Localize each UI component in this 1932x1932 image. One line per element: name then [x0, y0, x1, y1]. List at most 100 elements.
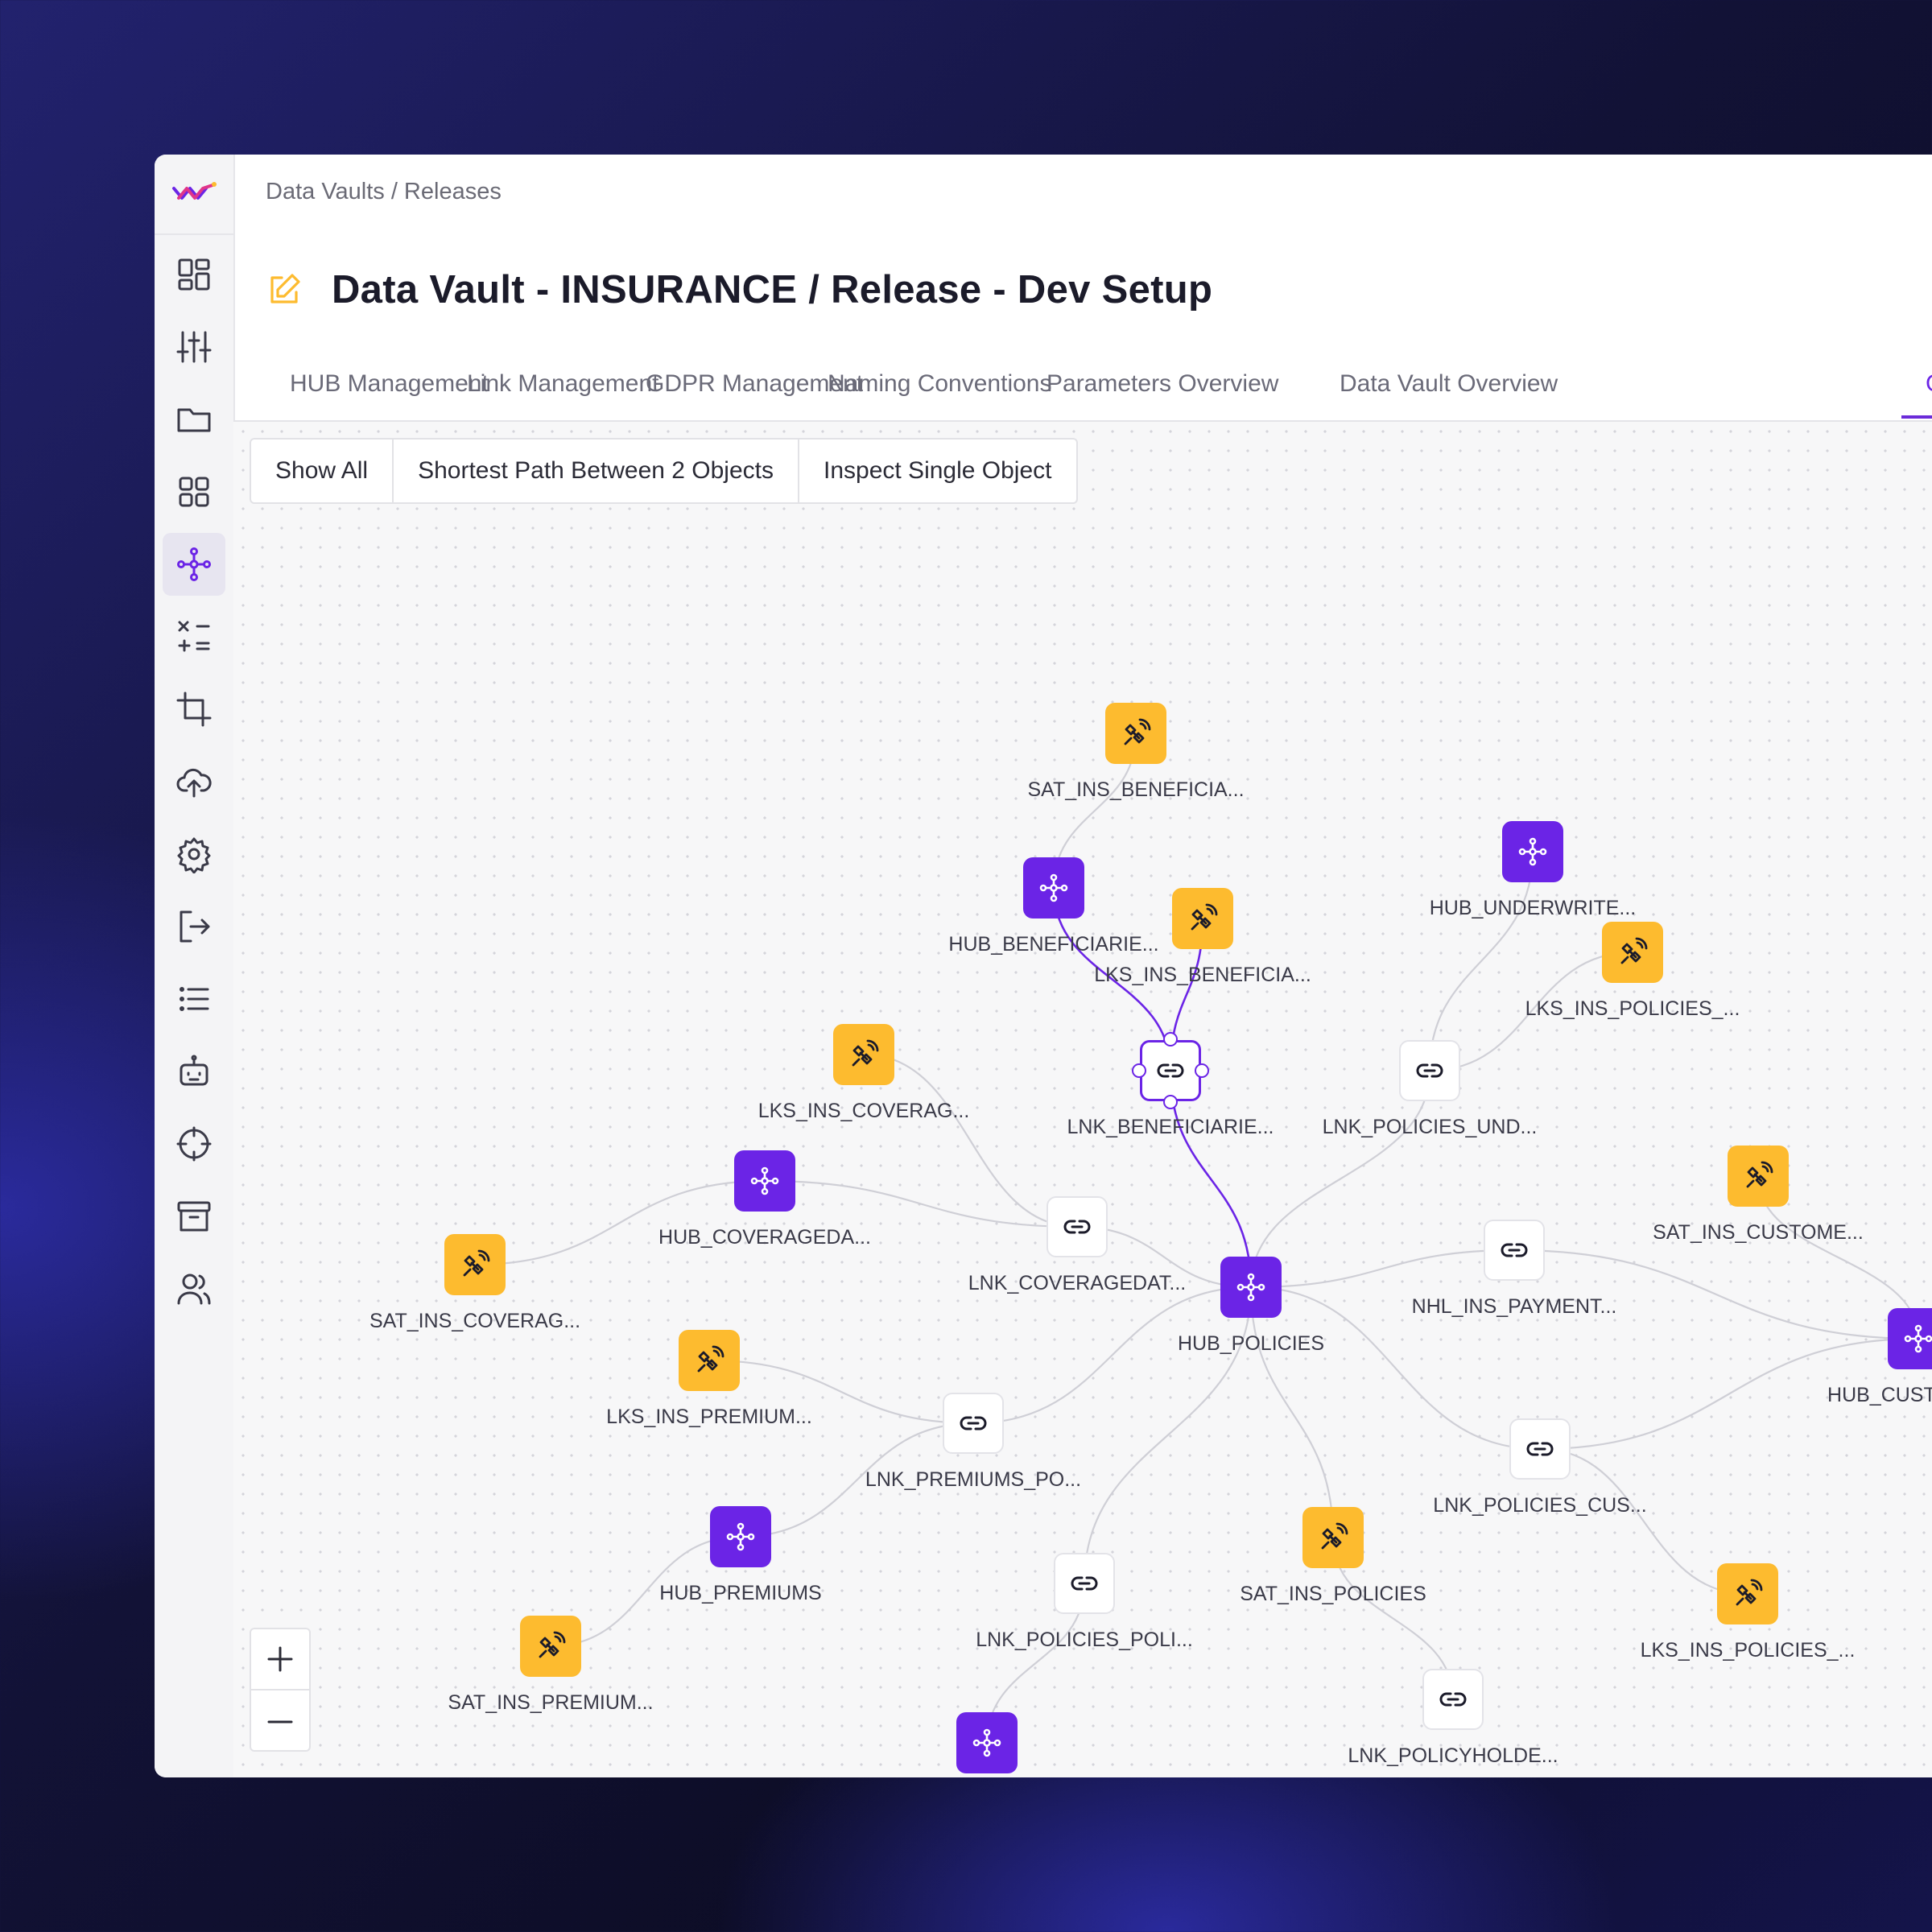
- breadcrumb[interactable]: Data Vaults / Releases: [266, 179, 502, 204]
- page-header: Data Vault - INSURANCE / Release - Dev S…: [266, 267, 1212, 312]
- link-node[interactable]: [1140, 1040, 1201, 1101]
- link-node[interactable]: [1054, 1553, 1115, 1614]
- hub-node[interactable]: [956, 1712, 1018, 1773]
- sidebar-item-dashboard[interactable]: [163, 243, 225, 306]
- tab-parameters-overview[interactable]: Parameters Overview: [1046, 370, 1279, 397]
- main-content: Data Vaults / Releases Data Vault - INSU…: [233, 155, 1932, 1777]
- node-label: HUB_CUSTOMERS: [1827, 1384, 1932, 1406]
- node-label: LNK_POLICIES_CUS...: [1433, 1494, 1647, 1517]
- satellite-icon: [1124, 718, 1151, 745]
- tab-hub-management[interactable]: HUB Management: [290, 370, 489, 397]
- node-label: SAT_INS_CUSTOME...: [1653, 1221, 1864, 1244]
- connection-handle[interactable]: [1163, 1032, 1178, 1046]
- graph-edge: [474, 1179, 766, 1266]
- node-label: HUB_COVERAGEDA...: [658, 1226, 871, 1249]
- hub-node[interactable]: [734, 1150, 795, 1212]
- link-node[interactable]: [1399, 1040, 1460, 1101]
- sidebar-item-sliders[interactable]: [163, 316, 225, 378]
- sidebar-item-list[interactable]: [163, 968, 225, 1030]
- node-label: SAT_INS_BENEFICIA...: [1027, 778, 1245, 801]
- graph-edge: [972, 1286, 1252, 1425]
- tab-link-management[interactable]: Link Management: [467, 370, 659, 397]
- node-label: SAT_INS_PREMIUM...: [448, 1691, 654, 1714]
- hub-node[interactable]: [1502, 821, 1563, 882]
- tab-gdpr-management[interactable]: GDPR Management: [646, 370, 864, 397]
- list-icon: [180, 987, 209, 1011]
- sidebar-item-logout[interactable]: [163, 895, 225, 958]
- link-node[interactable]: [1509, 1418, 1571, 1480]
- graph-edge: [1249, 1286, 1335, 1538]
- satellite-node[interactable]: [520, 1616, 581, 1677]
- hub-node[interactable]: [1888, 1308, 1932, 1369]
- satellite-node[interactable]: [1602, 922, 1663, 983]
- crop-icon: [176, 691, 212, 727]
- calculator-icon: [178, 621, 210, 652]
- edit-icon[interactable]: [266, 271, 303, 308]
- sidebar-item-crop[interactable]: [163, 678, 225, 741]
- node-label: SAT_INS_POLICIES: [1240, 1583, 1426, 1605]
- node-label: LNK_POLICIES_UND...: [1322, 1116, 1538, 1138]
- link-node[interactable]: [1484, 1220, 1545, 1281]
- satellite-node[interactable]: [679, 1330, 740, 1391]
- satellite-node[interactable]: [1105, 703, 1166, 764]
- zoom-out-button[interactable]: [251, 1692, 309, 1752]
- graph-edge: [708, 1359, 974, 1425]
- hub-icon: [726, 1522, 755, 1551]
- link-node[interactable]: [1046, 1196, 1108, 1257]
- graph-edge: [863, 1053, 1078, 1228]
- graph-edge: [740, 1422, 974, 1538]
- hub-node[interactable]: [1023, 857, 1084, 919]
- satellite-node[interactable]: [1172, 888, 1233, 949]
- link-node[interactable]: [1422, 1669, 1484, 1730]
- graph-edge: [1429, 951, 1633, 1072]
- graph-canvas[interactable]: Show All Shortest Path Between 2 Objects…: [233, 422, 1932, 1777]
- node-label: LNK_POLICYHOLDE...: [1348, 1744, 1558, 1767]
- archive-icon: [177, 1201, 211, 1232]
- sidebar-item-target[interactable]: [163, 1113, 225, 1175]
- node-label: LKS_INS_BENEFICIA...: [1094, 964, 1311, 986]
- hub-icon: [750, 1166, 779, 1195]
- sidebar-item-archive[interactable]: [163, 1185, 225, 1248]
- sliders-icon: [176, 331, 212, 363]
- hub-node[interactable]: [710, 1506, 771, 1567]
- sidebar-item-graph[interactable]: [163, 533, 225, 596]
- tab-graph[interactable]: G: [1926, 370, 1932, 398]
- node-label: HUB_POLICIES: [1177, 1332, 1325, 1355]
- sidebar-divider: [155, 233, 233, 235]
- sidebar-item-grid[interactable]: [163, 460, 225, 523]
- logo-icon: [172, 182, 217, 200]
- link-node[interactable]: [943, 1393, 1004, 1454]
- hub-node[interactable]: [1220, 1257, 1282, 1318]
- satellite-icon: [463, 1249, 490, 1277]
- satellite-icon: [1321, 1522, 1348, 1550]
- zoom-controls: [250, 1628, 311, 1752]
- sidebar-item-upload[interactable]: [163, 750, 225, 813]
- zoom-in-button[interactable]: [251, 1629, 309, 1689]
- connection-handle[interactable]: [1163, 1095, 1178, 1109]
- satellite-node[interactable]: [444, 1234, 506, 1295]
- satellite-node[interactable]: [1302, 1507, 1364, 1568]
- satellite-icon: [1620, 937, 1648, 964]
- satellite-node[interactable]: [833, 1024, 894, 1085]
- node-label: HUB_BENEFICIARIE...: [948, 933, 1159, 956]
- show-all-button[interactable]: Show All: [251, 440, 394, 502]
- satellite-node[interactable]: [1717, 1563, 1778, 1624]
- sidebar-item-robot[interactable]: [163, 1040, 225, 1103]
- hub-icon: [972, 1728, 1001, 1757]
- sidebar-item-folder[interactable]: [163, 388, 225, 451]
- sidebar-item-calculator[interactable]: [163, 605, 225, 668]
- sidebar-item-settings[interactable]: [163, 823, 225, 886]
- tab-data-vault-overview[interactable]: Data Vault Overview: [1340, 370, 1558, 397]
- tab-naming-conventions[interactable]: Naming Conventions: [828, 370, 1052, 397]
- view-mode-toggle: Show All Shortest Path Between 2 Objects…: [250, 438, 1078, 504]
- connection-handle[interactable]: [1195, 1063, 1209, 1078]
- node-label: HUB_PREMIUMS: [659, 1582, 822, 1604]
- sidebar-item-users[interactable]: [163, 1257, 225, 1320]
- inspect-single-object-button[interactable]: Inspect Single Object: [824, 457, 1052, 484]
- satellite-node[interactable]: [1728, 1146, 1789, 1207]
- satellite-icon: [539, 1631, 566, 1658]
- dashboard-icon: [178, 258, 210, 291]
- shortest-path-button[interactable]: Shortest Path Between 2 Objects: [394, 440, 799, 502]
- connection-handle[interactable]: [1132, 1063, 1146, 1078]
- node-label: LKS_INS_POLICIES_...: [1525, 997, 1740, 1020]
